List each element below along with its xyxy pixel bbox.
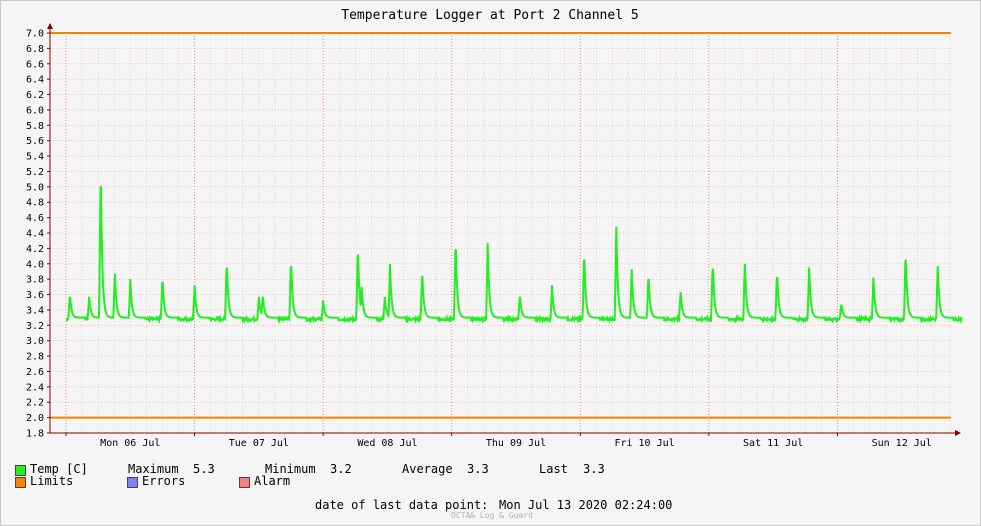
x-tick-labels: Mon 06 Jul Tue 07 Jul Wed 08 Jul Thu 09 Jul… [65,433,932,449]
legend-temp-label: Temp [C] [30,462,88,476]
y-tick-label: 4.0 [26,259,44,270]
y-tick-label: 6.4 [26,75,44,86]
y-tick-label: 3.0 [26,336,44,347]
y-tick-label: 1.8 [26,429,44,440]
x-tick-label: Thu 09 Jul [486,438,546,449]
y-tick-label: 3.2 [26,321,44,332]
x-axis-arrow [955,430,961,436]
y-tick-label: 3.6 [26,290,44,301]
temp-swatch [15,465,26,476]
y-tick-label: 7.0 [26,29,44,40]
y-tick-label: 5.2 [26,167,44,178]
x-tick-label: Tue 07 Jul [229,438,289,449]
legend-minimum-label: Minimum [265,462,316,476]
alarm-swatch [239,477,250,488]
y-tick-label: 4.4 [26,229,44,240]
limits-swatch [15,477,26,488]
y-tick-label: 5.4 [26,152,44,163]
y-tick-label: 4.6 [26,213,44,224]
y-tick-label: 3.4 [26,305,44,316]
watermark: OCTA& Log & Guard [451,511,533,520]
x-tick-label: Wed 08 Jul [357,438,417,449]
chart-title: Temperature Logger at Port 2 Channel 5 [341,8,638,23]
legend-errors-label: Errors [142,474,186,488]
series-layer [65,185,963,325]
legend-last-label: Last [539,462,568,476]
y-tick-label: 5.6 [26,136,44,147]
y-tick-label: 6.2 [26,90,44,101]
y-tick-label: 6.8 [26,44,44,55]
errors-swatch [127,477,138,488]
y-tick-label: 5.8 [26,121,44,132]
limit-lines [50,32,951,419]
legend-maximum-value: 5.3 [193,462,215,476]
legend-last-value: 3.3 [583,462,605,476]
legend-alarm-label: Alarm [254,474,291,488]
x-tick-label: Sun 12 Jul [872,438,932,449]
y-tick-label: 2.0 [26,413,44,424]
grid [50,32,951,434]
y-tick-labels: 7.0 6.8 6.6 6.4 6.2 6.0 5.8 5.6 5.4 5.2 5.0 4.8 4.6 4… [26,29,50,440]
y-tick-label: 6.6 [26,59,44,70]
axes [47,23,961,436]
y-tick-label: 6.0 [26,105,44,116]
y-tick-label: 2.4 [26,382,44,393]
legend-average-value: 3.3 [467,462,489,476]
y-tick-label: 2.2 [26,398,44,409]
temp-series-line [65,185,963,325]
y-tick-label: 2.8 [26,352,44,363]
y-tick-label: 5.0 [26,182,44,193]
legend-limits-label: Limits [30,474,74,488]
x-tick-label: Sat 11 Jul [743,438,803,449]
legend-minimum-value: 3.2 [330,462,352,476]
y-axis-arrow [47,23,53,29]
y-tick-label: 4.2 [26,244,44,255]
last-data-point-label: date of last data point: [315,498,489,512]
y-tick-label: 3.8 [26,275,44,286]
y-tick-label: 4.8 [26,198,44,209]
legend-average-label: Average [402,462,453,476]
legend-maximum-label: Maximum [128,462,179,476]
y-tick-label: 2.6 [26,367,44,378]
x-tick-label: Fri 10 Jul [614,438,674,449]
last-data-point-value: Mon Jul 13 2020 02:24:00 [499,498,673,512]
x-tick-label: Mon 06 Jul [100,438,160,449]
